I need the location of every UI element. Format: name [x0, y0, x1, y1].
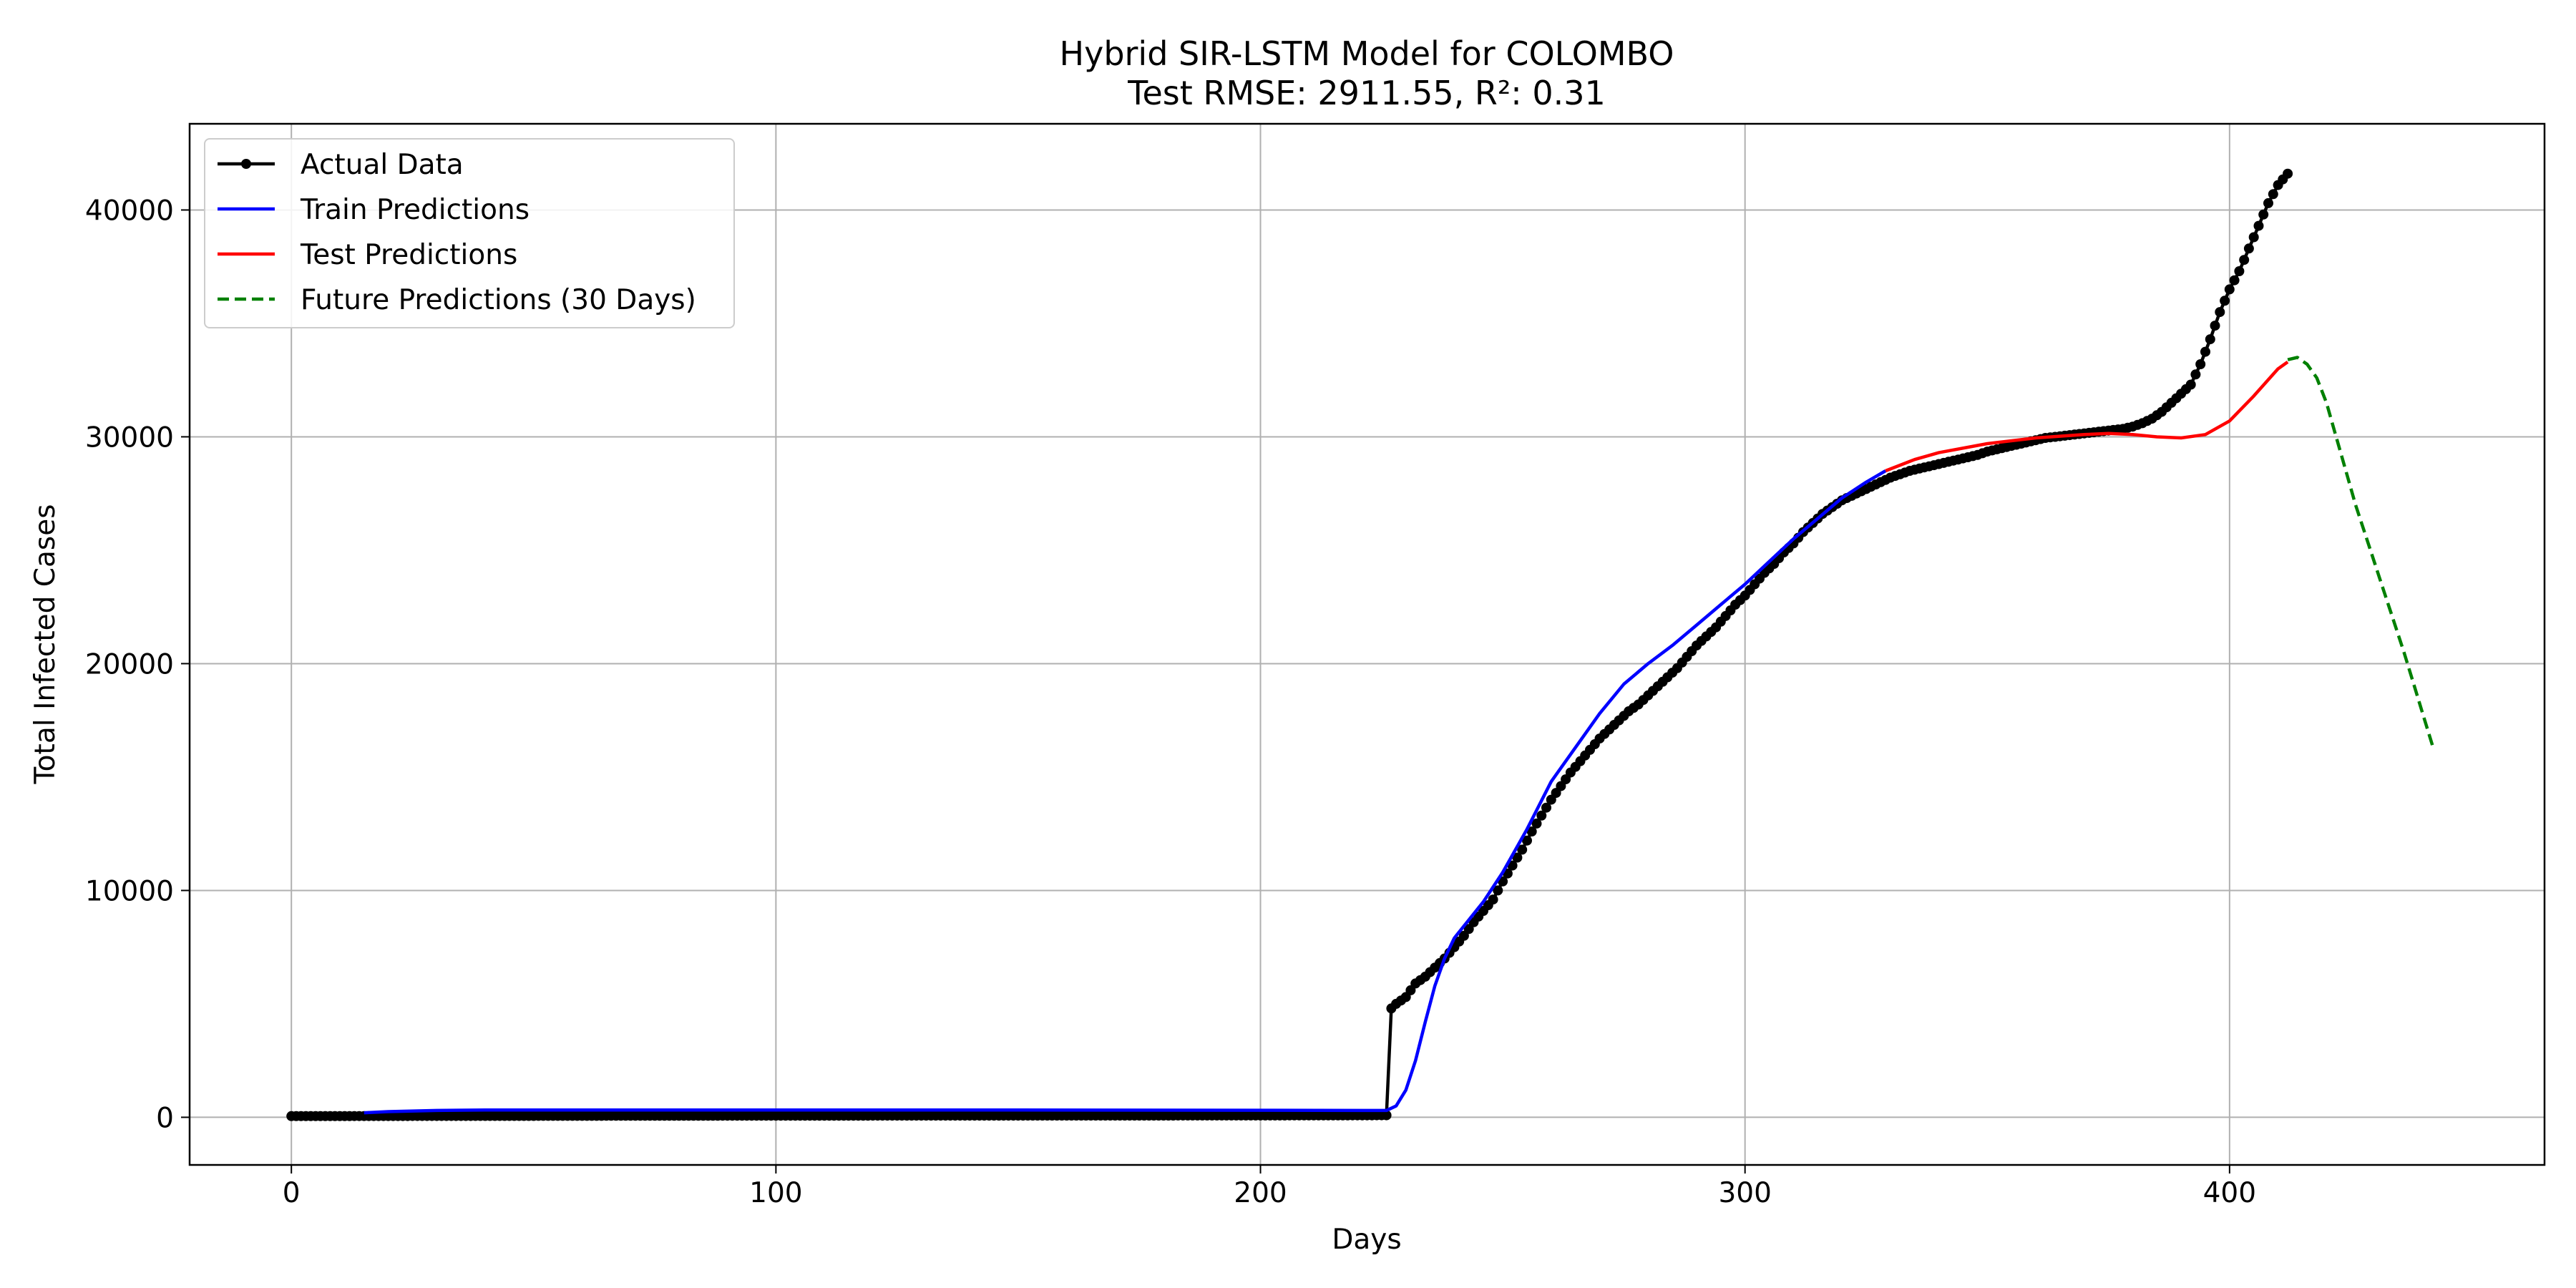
- data-point: [2229, 275, 2240, 286]
- series-layer: [286, 168, 2435, 1121]
- x-tick-label: 200: [1234, 1177, 1287, 1209]
- data-point: [2224, 284, 2235, 295]
- data-point: [1522, 835, 1532, 846]
- data-point: [2283, 168, 2293, 179]
- data-point: [2268, 189, 2278, 200]
- series-0: [286, 168, 2293, 1121]
- data-point: [2210, 321, 2220, 331]
- x-tick-label: 300: [1718, 1177, 1771, 1209]
- y-tick-label: 10000: [85, 875, 174, 907]
- legend-marker: [241, 159, 251, 169]
- x-tick-label: 0: [283, 1177, 301, 1209]
- data-point: [1536, 810, 1547, 821]
- data-point: [1507, 860, 1518, 871]
- y-tick-label: 20000: [85, 648, 174, 680]
- data-point: [1517, 844, 1528, 855]
- data-point: [1493, 885, 1503, 896]
- data-point: [2185, 379, 2196, 390]
- legend: Actual Data Train Predictions Test Predict…: [204, 138, 735, 328]
- data-point: [1381, 1110, 1392, 1121]
- data-point: [2239, 255, 2250, 265]
- chart-title: Hybrid SIR-LSTM Model for COLOMBO: [1060, 34, 1674, 73]
- x-axis-label: Days: [1332, 1224, 1401, 1256]
- series-line: [1885, 360, 2289, 473]
- legend-item: Future Predictions (30 Days): [218, 284, 696, 316]
- legend-label: Future Predictions (30 Days): [301, 284, 696, 316]
- x-tick-label: 400: [2203, 1177, 2256, 1209]
- legend-item: Test Predictions: [218, 239, 517, 271]
- legend-label: Train Predictions: [300, 194, 530, 226]
- data-point: [2263, 197, 2273, 208]
- data-point: [2215, 307, 2225, 318]
- data-point: [2243, 243, 2254, 254]
- data-point: [2234, 266, 2245, 276]
- legend-item: Train Predictions: [218, 194, 530, 226]
- x-tick-label: 100: [749, 1177, 802, 1209]
- y-tick-label: 30000: [85, 421, 174, 454]
- data-point: [1512, 852, 1523, 863]
- data-point: [2220, 296, 2230, 306]
- legend-item: Actual Data: [218, 149, 464, 181]
- data-point: [2200, 346, 2210, 357]
- series-2: [1885, 360, 2289, 473]
- data-point: [1541, 802, 1551, 813]
- data-point: [1526, 826, 1537, 836]
- chart-subtitle: Test RMSE: 2911.55, R²: 0.31: [1127, 74, 1606, 112]
- data-point: [2253, 220, 2264, 231]
- data-point: [2205, 334, 2215, 345]
- data-point: [2258, 209, 2269, 220]
- plot-frame: [188, 122, 2546, 1166]
- legend-label: Actual Data: [301, 149, 464, 181]
- ticks: 0 100 200 300 400 0 10000 20000 30000 40000: [85, 195, 2256, 1209]
- data-point: [1531, 818, 1542, 829]
- data-point: [2195, 359, 2206, 369]
- data-point: [1488, 894, 1498, 905]
- data-point: [2190, 369, 2201, 380]
- y-tick-label: 0: [156, 1102, 174, 1134]
- legend-label: Test Predictions: [300, 239, 517, 271]
- series-1: [364, 469, 1887, 1115]
- y-axis-label: Total Infected Cases: [29, 504, 62, 784]
- series-line: [364, 469, 1887, 1115]
- legend-box: [204, 138, 735, 328]
- data-point: [2248, 232, 2259, 243]
- y-tick-label: 40000: [85, 195, 174, 227]
